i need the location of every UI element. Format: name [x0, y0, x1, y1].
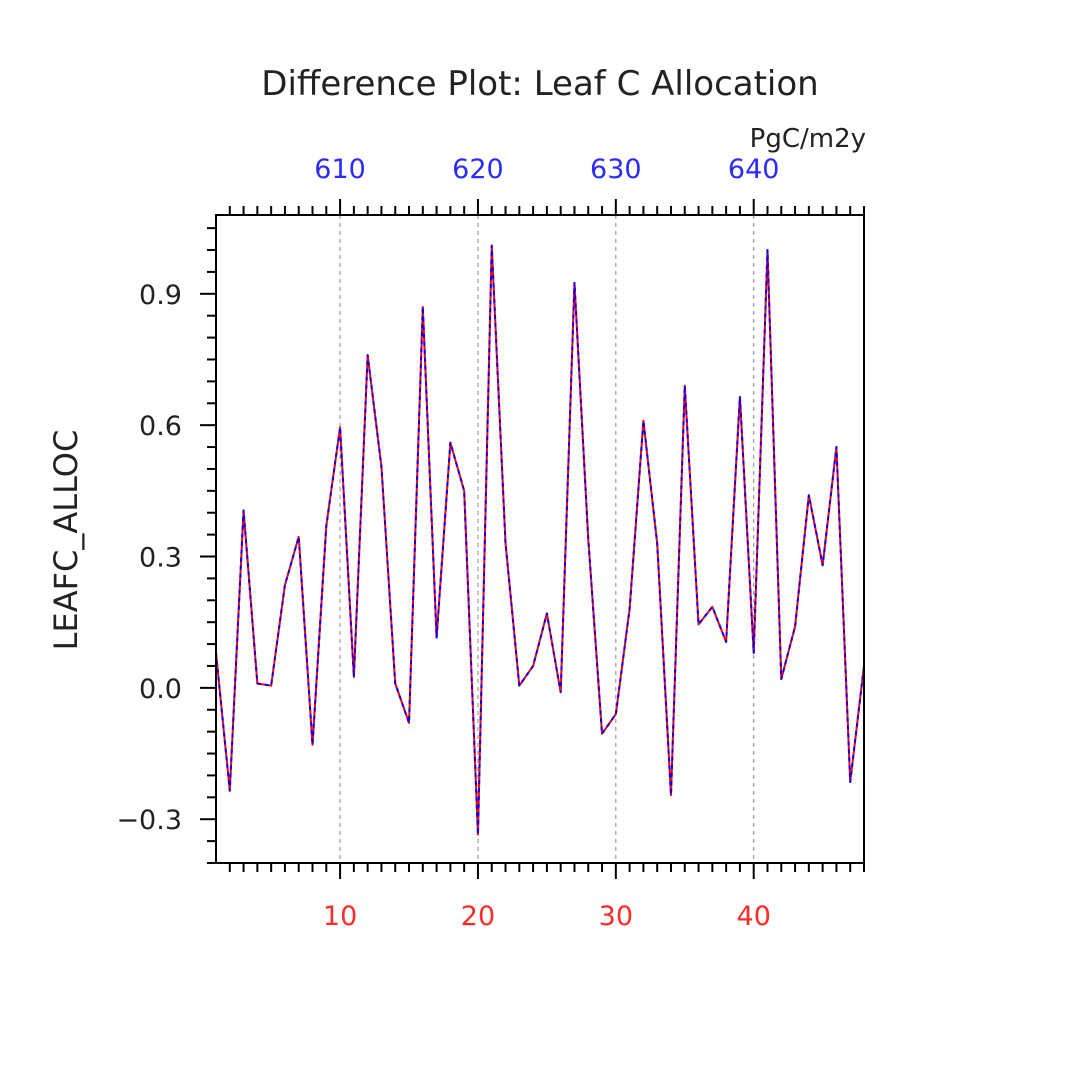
x-tick-label: 30 — [599, 901, 633, 932]
plot-frame — [215, 214, 865, 864]
y-tick-label: 0.6 — [139, 411, 182, 442]
grid-lines — [339, 215, 755, 863]
x-tick-label: 10 — [323, 901, 357, 932]
top-tick-label: 620 — [452, 154, 504, 185]
series-lines — [215, 244, 865, 836]
axis-ticks — [200, 199, 865, 879]
top-tick-label: 640 — [728, 154, 780, 185]
series-line-1 — [215, 244, 865, 836]
units-label: PgC/m2y — [750, 124, 866, 154]
x-tick-label: 40 — [737, 901, 771, 932]
y-tick-label: 0.3 — [139, 543, 182, 574]
y-tick-label: 0.9 — [139, 280, 182, 311]
x-tick-label: 20 — [461, 901, 495, 932]
chart-title: Difference Plot: Leaf C Allocation — [261, 64, 818, 104]
series-line-2 — [215, 244, 865, 836]
tick-labels: 10 20 30 40 610 620 630 640 −0.3 0.0 0.3 0.6 0.9 — [116, 154, 779, 932]
y-tick-label: 0.0 — [139, 674, 182, 705]
top-tick-label: 630 — [590, 154, 642, 185]
top-tick-label: 610 — [314, 154, 366, 185]
y-axis-label: LEAFC_ALLOC — [47, 430, 85, 651]
y-tick-label: −0.3 — [116, 805, 182, 836]
